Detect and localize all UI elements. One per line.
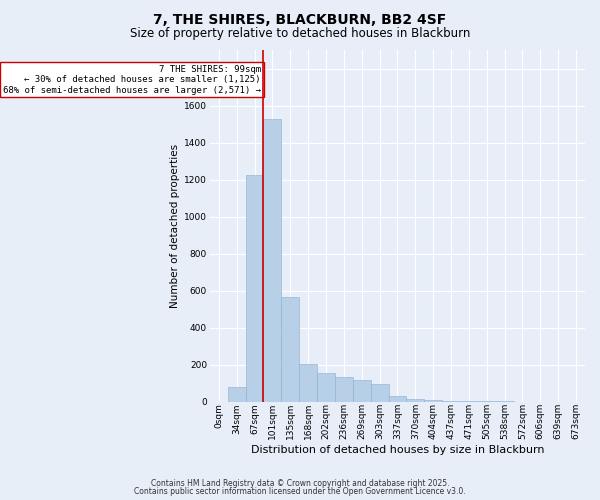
Bar (263, 120, 281, 402)
Bar (406, 399, 424, 402)
Bar (460, 401, 478, 402)
Bar (228, 387, 245, 402)
Text: 7 THE SHIRES: 99sqm
← 30% of detached houses are smaller (1,125)
68% of semi-det: 7 THE SHIRES: 99sqm ← 30% of detached ho… (3, 65, 261, 94)
Text: Size of property relative to detached houses in Blackburn: Size of property relative to detached ho… (130, 28, 470, 40)
Bar (371, 384, 389, 402)
Bar (317, 373, 335, 402)
Bar (424, 400, 442, 402)
Bar (245, 175, 263, 402)
Y-axis label: Number of detached properties: Number of detached properties (170, 144, 180, 308)
Text: Contains HM Land Registry data © Crown copyright and database right 2025.: Contains HM Land Registry data © Crown c… (151, 478, 449, 488)
Bar (353, 380, 371, 402)
Text: 7, THE SHIRES, BLACKBURN, BB2 4SF: 7, THE SHIRES, BLACKBURN, BB2 4SF (154, 12, 446, 26)
Bar (335, 376, 353, 402)
Bar (281, 297, 299, 402)
Bar (389, 396, 406, 402)
Bar (442, 401, 460, 402)
Text: Contains public sector information licensed under the Open Government Licence v3: Contains public sector information licen… (134, 487, 466, 496)
Bar (299, 364, 317, 402)
X-axis label: Distribution of detached houses by size in Blackburn: Distribution of detached houses by size … (251, 445, 544, 455)
